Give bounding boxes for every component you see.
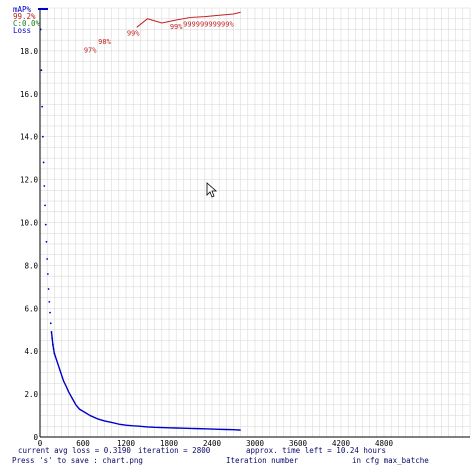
x-tick-label: 4200 bbox=[332, 439, 351, 448]
map-point-label: 98% bbox=[98, 38, 111, 46]
loss-point bbox=[49, 322, 52, 325]
y-tick-label: 12.0 bbox=[20, 176, 39, 185]
loss-point bbox=[44, 223, 47, 226]
loss-point bbox=[40, 69, 43, 72]
map-point-label: 97% bbox=[84, 46, 97, 54]
y-tick-label: 2.0 bbox=[24, 390, 38, 399]
y-tick-label: 16.0 bbox=[20, 90, 39, 99]
loss-line bbox=[50, 331, 241, 431]
axes bbox=[39, 8, 470, 438]
x-tick-label: 600 bbox=[76, 439, 90, 448]
status-avg-loss: current avg loss = 0.3190 bbox=[18, 446, 131, 455]
y-axis-ticks: 0 2.0 4.0 6.0 8.0 10.0 12.0 14.0 16.0 18.0 bbox=[20, 47, 39, 442]
map-point-label: 99% bbox=[127, 29, 140, 37]
grid bbox=[39, 7, 471, 438]
y-tick-label: 18.0 bbox=[20, 47, 39, 56]
status-save-hint: Press 's' to save : chart.png bbox=[12, 456, 143, 465]
map-point-label: 99999999999% bbox=[183, 21, 234, 29]
x-tick-label: 1800 bbox=[160, 439, 179, 448]
x-tick-label: 3600 bbox=[289, 439, 308, 448]
map-line bbox=[136, 11, 241, 28]
loss-point bbox=[49, 311, 51, 314]
loss-point bbox=[48, 300, 51, 303]
loss-point bbox=[46, 258, 49, 260]
legend-entry: C:0.0% bbox=[13, 19, 41, 28]
x-tick-label: 4800 bbox=[375, 439, 394, 448]
y-tick-label: 10.0 bbox=[20, 219, 39, 228]
x-tick-label: 1200 bbox=[117, 439, 136, 448]
y-tick-label: 4.0 bbox=[24, 347, 38, 356]
x-axis-ticks: 0 600 1200 1800 2400 3000 3600 4200 4800 bbox=[38, 439, 394, 448]
x-tick-label: 3000 bbox=[246, 439, 265, 448]
mouse-cursor-icon bbox=[206, 182, 218, 198]
map-point-label: 99% bbox=[170, 23, 183, 31]
x-tick-label: 0 bbox=[38, 439, 43, 448]
y-tick-label: 14.0 bbox=[20, 133, 39, 142]
loss-series bbox=[39, 28, 241, 431]
loss-point bbox=[44, 204, 46, 207]
legend-entry: 99.2% bbox=[13, 12, 36, 21]
legend-entry: mAP% bbox=[13, 5, 32, 14]
loss-point bbox=[41, 105, 44, 108]
legend-entry: Loss bbox=[13, 26, 31, 35]
legend: mAP%99.2%C:0.0%Loss bbox=[13, 5, 48, 35]
loss-point bbox=[42, 161, 45, 164]
loss-point bbox=[39, 28, 42, 31]
loss-point bbox=[45, 240, 48, 243]
status-max-batches: in cfg max_batche bbox=[352, 456, 429, 465]
status-time-left: approx. time left = 10.24 hours bbox=[246, 446, 386, 455]
map-labels: 97%98%99%99% 99999999999% bbox=[84, 21, 235, 55]
x-axis-label: Iteration number bbox=[226, 456, 299, 465]
y-tick-label: 0 bbox=[33, 433, 38, 442]
loss-point bbox=[43, 185, 46, 187]
status-iteration: iteration = 2800 bbox=[138, 446, 211, 455]
x-tick-label: 2400 bbox=[203, 439, 222, 448]
loss-point bbox=[47, 288, 50, 290]
loss-point bbox=[41, 135, 44, 138]
y-tick-label: 6.0 bbox=[24, 304, 38, 313]
loss-point bbox=[46, 273, 49, 275]
map-series bbox=[136, 11, 241, 28]
y-tick-label: 8.0 bbox=[24, 261, 38, 270]
